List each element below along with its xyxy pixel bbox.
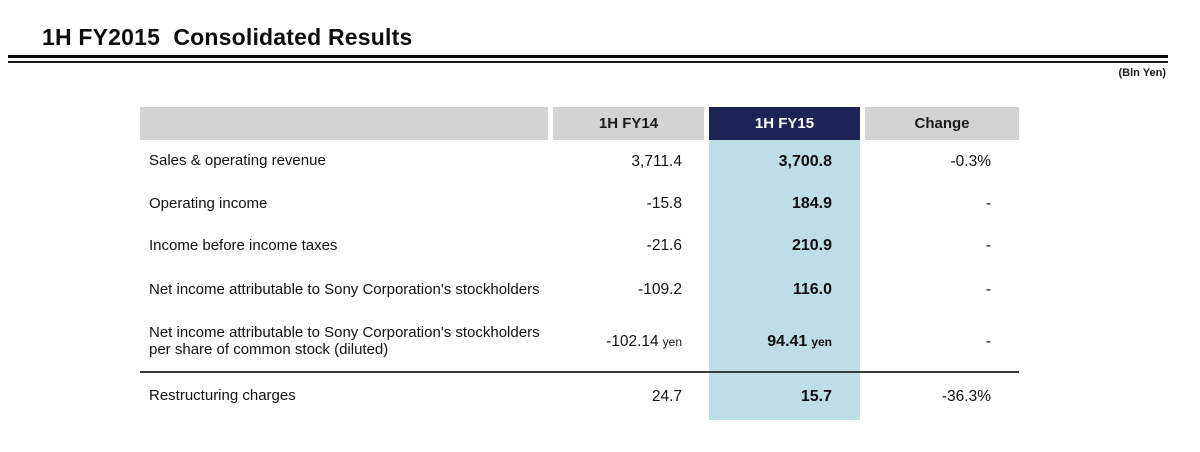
row-label: Net income attributable to Sony Corporat… — [149, 280, 540, 298]
fy14-value: 24.7 — [651, 387, 682, 405]
fy14-value: -102.14 yen — [606, 333, 682, 350]
fy14-value: -21.6 — [646, 237, 682, 254]
table-row: Sales & operating revenue 3,711.4 3,700.… — [140, 140, 1019, 183]
col-header-fy14: 1H FY14 — [553, 107, 704, 140]
col-header-label — [140, 107, 548, 140]
fy15-value: 15.7 — [709, 373, 860, 420]
row-label: Restructuring charges — [149, 387, 296, 405]
fy15-value: 210.9 — [709, 225, 860, 267]
unit-note: (Bln Yen) — [1118, 67, 1166, 79]
title-underline — [8, 55, 1168, 63]
fy15-value: 3,700.8 — [709, 140, 860, 183]
row-label: Income before income taxes — [149, 236, 338, 254]
row-label: Sales & operating revenue — [149, 152, 326, 170]
change-value: - — [985, 281, 991, 298]
col-header-fy15: 1H FY15 — [709, 107, 860, 140]
change-value: - — [985, 195, 991, 212]
fy15-value: 94.41 yen — [709, 313, 860, 371]
table-row-restructuring: Restructuring charges 24.7 15.7 -36.3% — [140, 371, 1019, 420]
col-header-change: Change — [865, 107, 1019, 140]
fy14-value: -109.2 — [638, 281, 682, 298]
value-unit-suffix: yen — [662, 335, 682, 349]
table-header-row: 1H FY14 1H FY15 Change — [140, 107, 1019, 140]
fy15-value: 184.9 — [709, 183, 860, 225]
fy14-value: 3,711.4 — [631, 152, 682, 170]
value-unit-suffix: yen — [811, 335, 832, 349]
results-table: 1H FY14 1H FY15 Change Sales & operating… — [140, 107, 1019, 420]
table-row: Net income attributable to Sony Corporat… — [140, 267, 1019, 313]
row-label: Net income attributable to Sony Corporat… — [149, 324, 540, 358]
table-row: Net income attributable to Sony Corporat… — [140, 313, 1019, 371]
change-value: - — [985, 237, 991, 254]
fy14-value: -15.8 — [646, 195, 682, 212]
table-row: Income before income taxes -21.6 210.9 - — [140, 225, 1019, 267]
page-title: 1H FY2015 Consolidated Results — [42, 24, 413, 50]
change-value: -36.3% — [941, 387, 991, 405]
change-value: - — [985, 333, 991, 350]
table-row: Operating income -15.8 184.9 - — [140, 183, 1019, 225]
row-label: Operating income — [149, 194, 268, 212]
fy15-value: 116.0 — [709, 267, 860, 313]
change-value: -0.3% — [950, 152, 992, 170]
